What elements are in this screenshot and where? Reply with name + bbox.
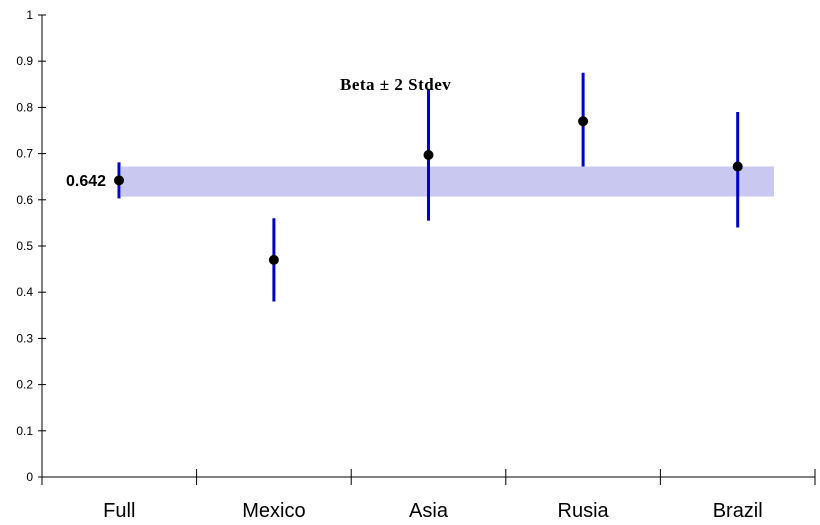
y-tick-label: 0.4 [16,285,33,299]
y-tick-label: 0.3 [16,331,33,345]
y-tick-label: 0.8 [16,100,33,114]
data-points [114,116,743,265]
data-point [578,116,589,127]
data-point [114,175,124,186]
x-tick-label: Mexico [242,500,305,522]
y-tick-label: 0.2 [16,378,33,392]
axes: 0 0.1 0.2 0.3 0.4 0.5 0.6 0.7 0.8 0.9 1 Full Mexico A… [16,8,816,522]
y-tick-label: 0.9 [16,54,33,68]
x-tick-label: Asia [409,500,449,522]
x-tick-label: Brazil [713,500,763,522]
data-point [732,161,743,172]
y-tick-label: 1 [26,8,33,22]
band-layer [121,166,774,197]
annotation-label: Beta ± 2 Stdev [340,75,451,94]
confidence-band [121,166,774,197]
y-tick-label: 0.1 [16,424,33,438]
x-tick-label: Full [103,500,135,522]
data-point [423,149,434,160]
y-tick-label: 0 [26,470,33,484]
y-tick-label: 0.5 [16,239,33,253]
y-tick-label: 0.7 [16,147,33,161]
y-tick-label: 0.6 [16,193,33,207]
data-point [268,254,279,265]
full-value-label: 0.642 [66,173,106,190]
x-tick-label: Rusia [558,500,610,522]
